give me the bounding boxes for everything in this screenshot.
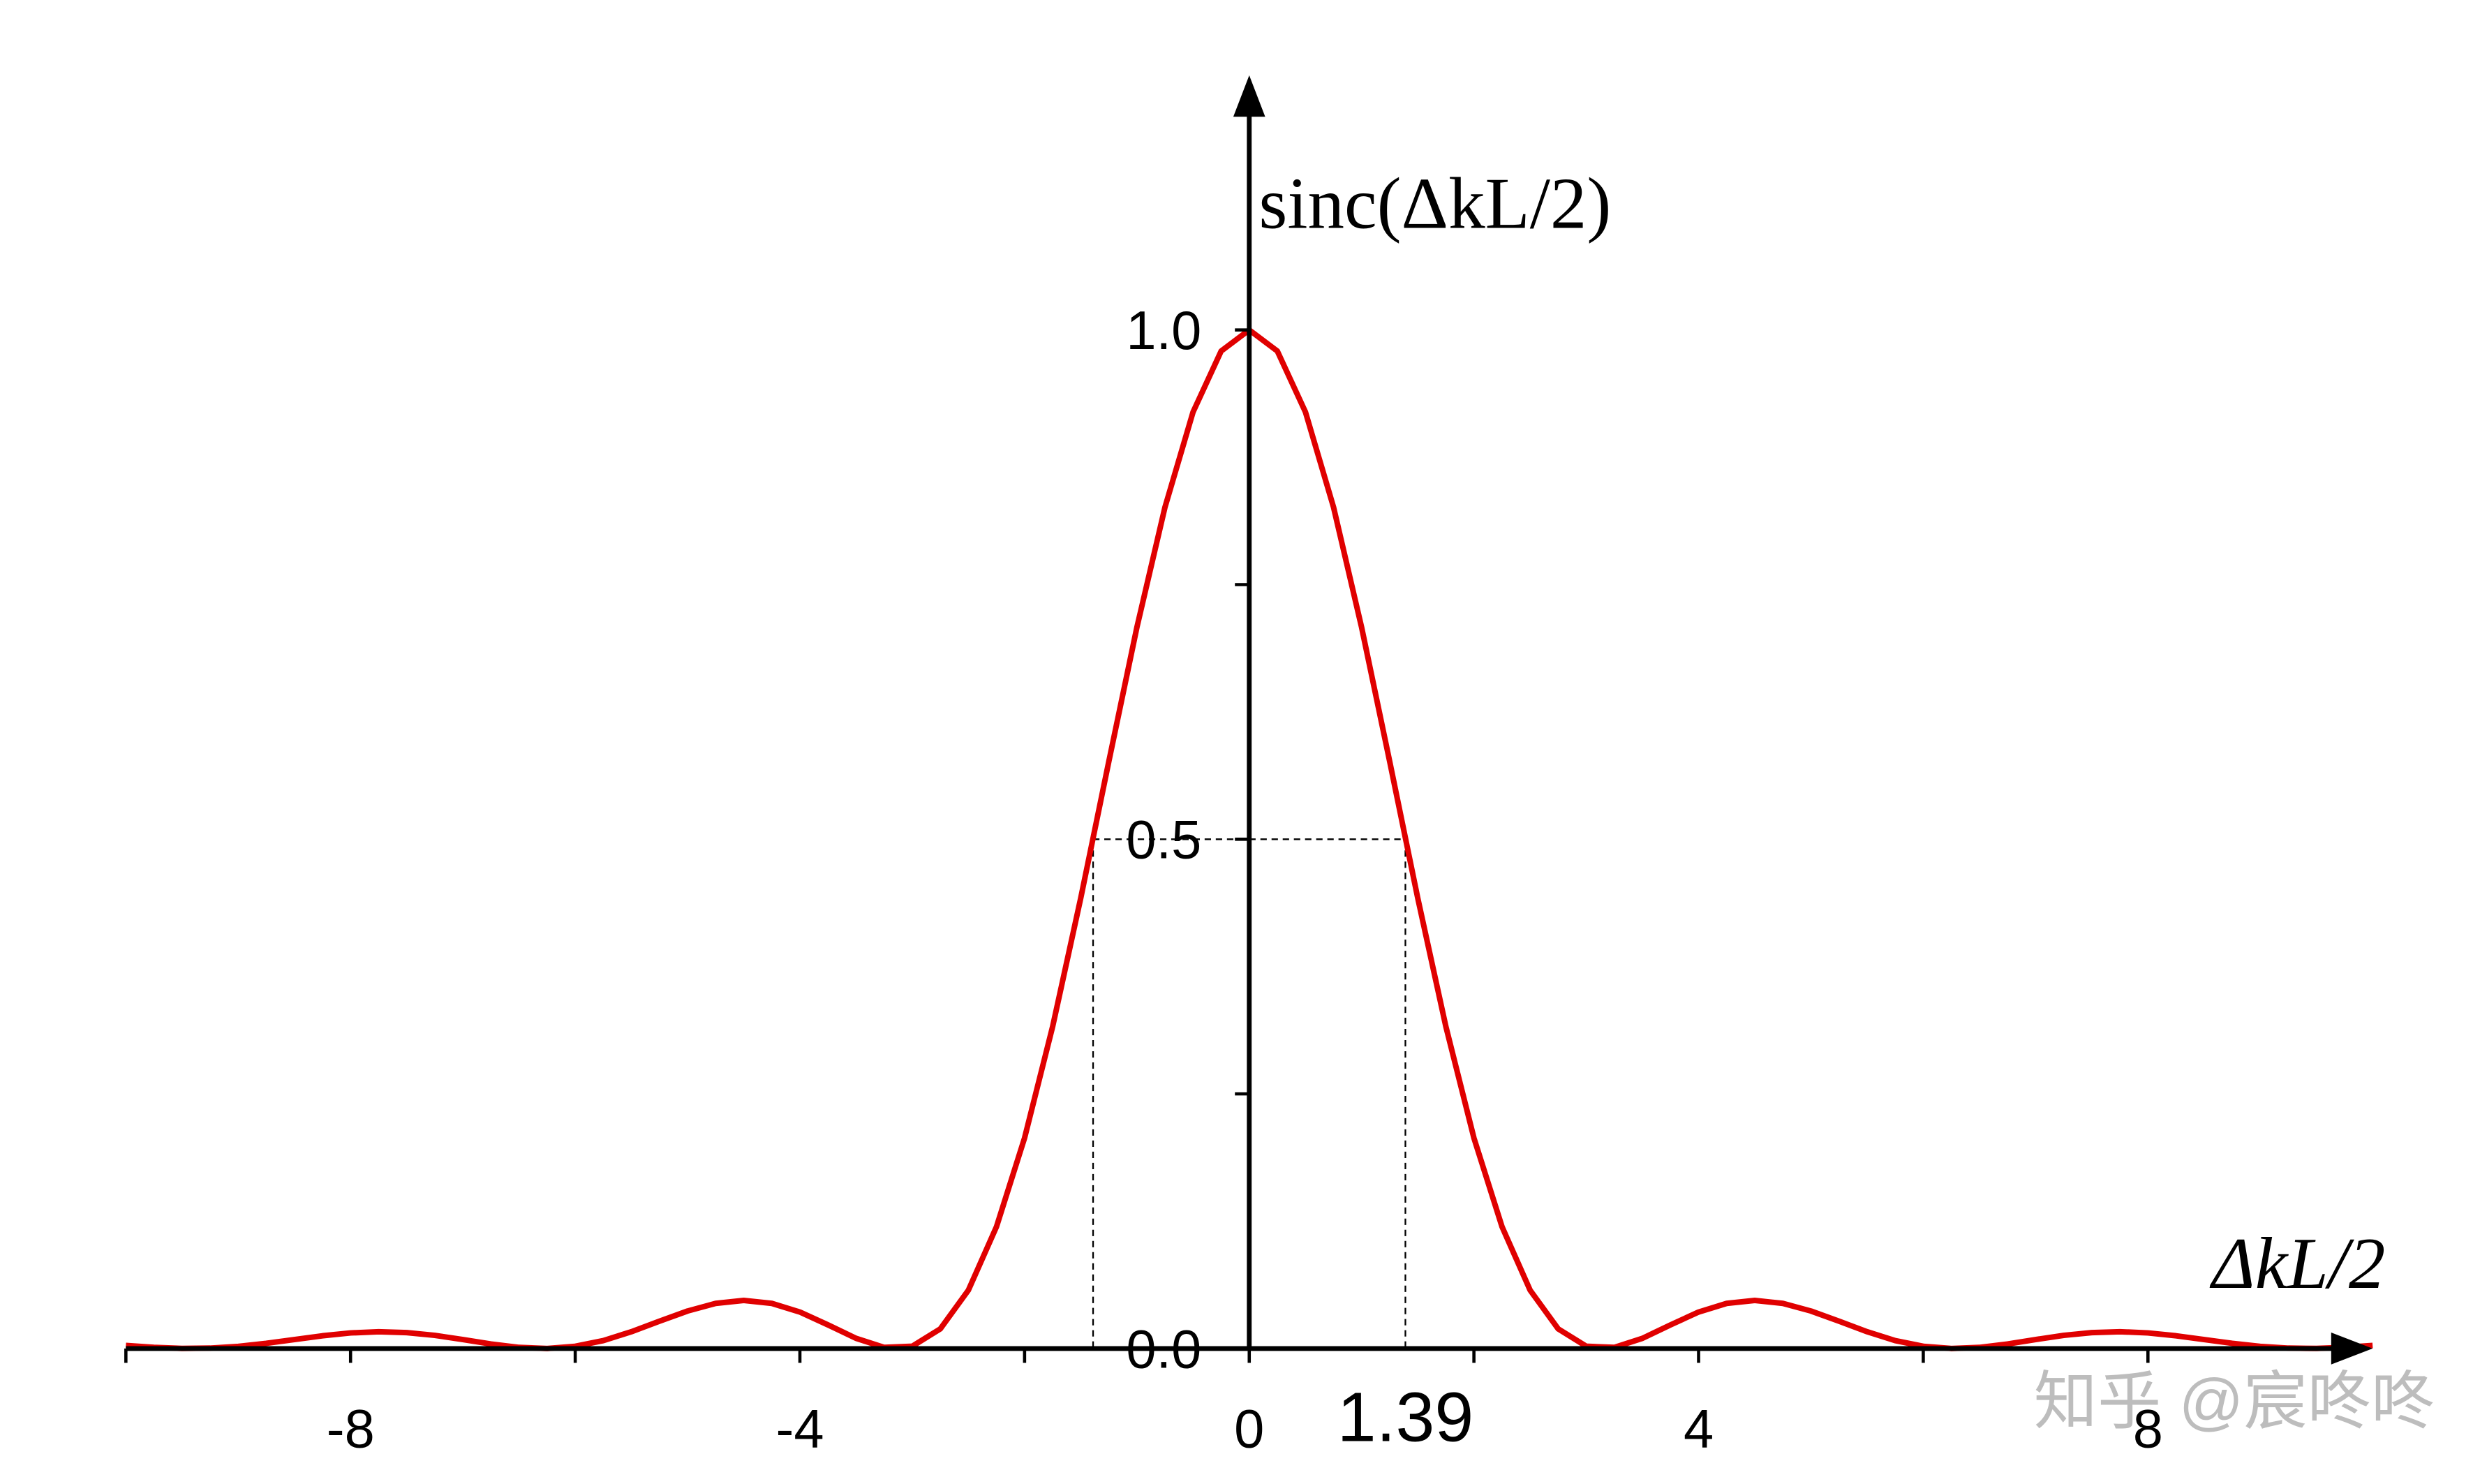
x-tick-label: 8 [2133,1399,2163,1459]
x-tick-label: -4 [775,1399,824,1459]
x-tick-label: 0 [1234,1399,1264,1459]
watermark: 知乎 @宸咚咚 [2034,1366,2435,1437]
x-axis-label: ΔkL/2 [2209,1222,2385,1304]
x-tick-label: -8 [327,1399,375,1459]
y-tick-label: 0.0 [1126,1319,1201,1379]
y-axis-label: sinc(ΔkL/2) [1258,163,1611,244]
y-axis-arrow [1233,75,1265,117]
x-axis-arrow [2331,1333,2373,1365]
x-tick-label: 4 [1684,1399,1714,1459]
annotation: 1.39 [1337,1378,1473,1456]
y-tick-label: 0.5 [1126,810,1201,870]
y-tick-label: 1.0 [1126,301,1201,361]
